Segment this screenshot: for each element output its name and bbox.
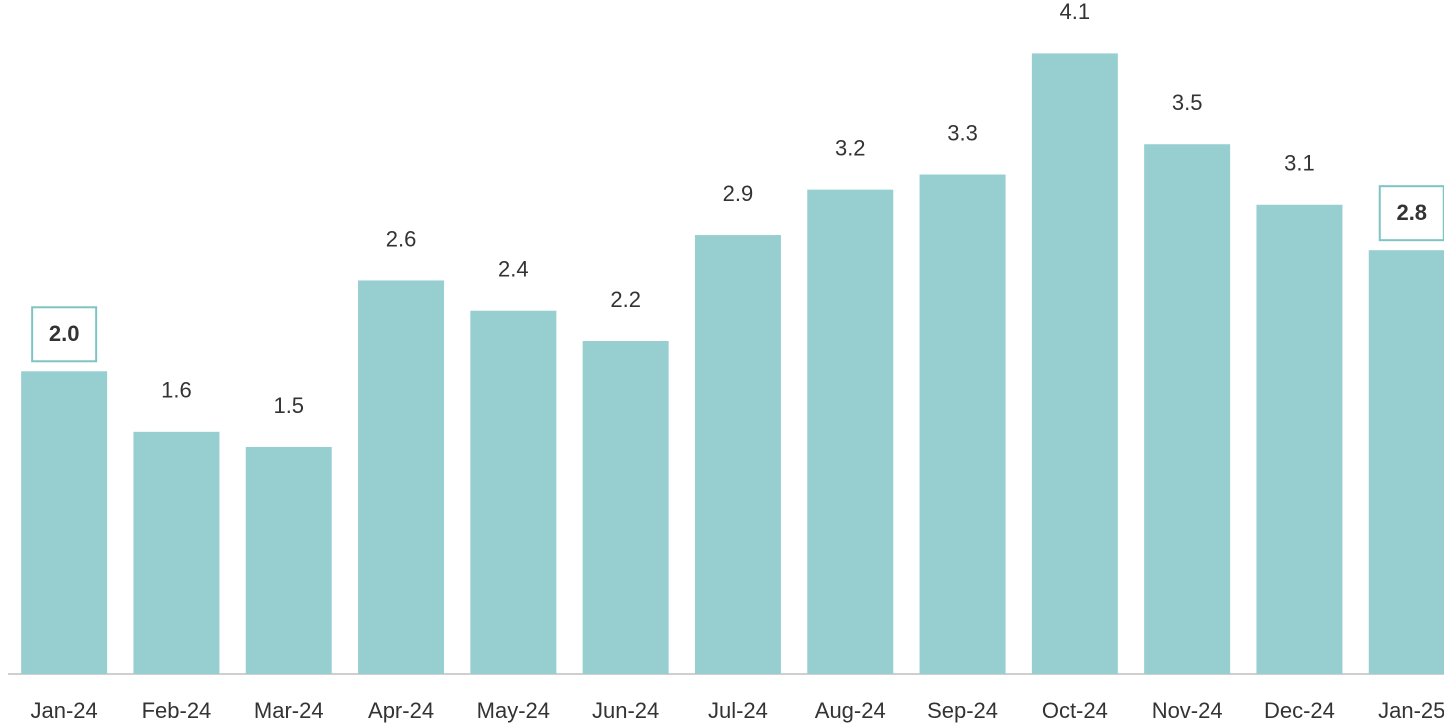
bar [582,341,669,674]
value-label: 2.0 [49,321,80,346]
x-tick-label: Aug-24 [815,698,886,723]
value-label: 3.1 [1284,151,1315,176]
x-tick-label: Nov-24 [1152,698,1223,723]
bar [694,235,781,674]
value-label: 2.9 [723,181,754,206]
x-tick-label: May-24 [477,698,550,723]
value-label: 4.1 [1060,0,1091,24]
value-label-box [1378,185,1444,242]
x-tick-label: Oct-24 [1042,698,1108,723]
bar [358,280,445,674]
bar [807,189,894,675]
x-tick-label: Jul-24 [708,698,768,723]
value-label: 3.3 [947,120,978,145]
bar [919,174,1006,674]
bar [245,446,332,674]
x-tick-label: Sep-24 [927,698,998,723]
value-label: 2.6 [386,226,417,251]
bar [133,431,220,674]
bar [1031,53,1118,674]
bar [21,371,108,674]
x-tick-label: Feb-24 [142,698,212,723]
value-label: 1.6 [161,378,192,403]
x-tick-label: Jun-24 [592,698,659,723]
bar [1144,144,1231,674]
value-label: 3.5 [1172,90,1203,115]
bar [470,310,557,674]
bar [1256,204,1343,675]
value-label-box [31,306,98,363]
x-tick-label: Dec-24 [1264,698,1335,723]
x-tick-label: Jan-25 [1378,698,1444,723]
x-tick-label: Mar-24 [254,698,324,723]
value-label: 3.2 [835,135,866,160]
value-label: 1.5 [273,393,304,418]
x-tick-label: Apr-24 [368,698,434,723]
bar [1368,250,1444,674]
value-label: 2.2 [610,287,641,312]
value-label: 2.8 [1396,200,1427,225]
value-label: 2.4 [498,257,529,282]
x-tick-label: Jan-24 [31,698,98,723]
